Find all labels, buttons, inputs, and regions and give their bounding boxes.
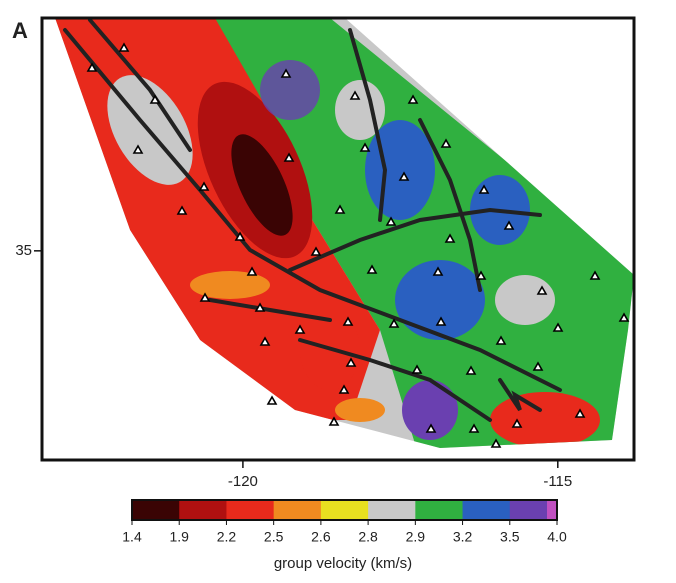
panel-label: A	[12, 18, 28, 43]
x-tick-label: -115	[543, 473, 572, 490]
colorbar-segment	[273, 500, 322, 520]
colorbar-end	[547, 500, 557, 520]
colorbar-tick-label: 2.5	[264, 529, 284, 545]
colorbar-segment	[320, 500, 369, 520]
colorbar-segment	[368, 500, 416, 520]
colorbar-segment	[132, 500, 180, 520]
colorbar-segment	[179, 500, 227, 520]
colorbar-segment	[462, 500, 511, 520]
map-frame	[40, 16, 636, 462]
stations	[86, 42, 630, 448]
colorbar-tick-label: 1.4	[122, 529, 142, 545]
colorbar-tick-label: 2.8	[358, 529, 378, 545]
colorbar-tick-label: 2.2	[217, 529, 237, 545]
colorbar-segment	[509, 500, 558, 520]
colorbar-segment	[415, 500, 464, 520]
colorbar-frame	[131, 499, 558, 521]
colorbar-tick-label: 4.0	[547, 529, 567, 545]
y-tick-label: 35	[15, 242, 32, 259]
colorbar-segment	[226, 500, 275, 520]
velocity-map	[55, 18, 634, 448]
faults	[63, 18, 562, 422]
colorbar-tick-label: 3.2	[453, 529, 473, 545]
colorbar-tick-label: 2.6	[311, 529, 331, 545]
colorbar-tick-label: 1.9	[169, 529, 189, 545]
x-tick-label: -120	[228, 473, 258, 490]
colorbar-tick-label: 3.5	[500, 529, 520, 545]
colorbar-title: group velocity (km/s)	[274, 555, 412, 572]
colorbar-tick-label: 2.9	[406, 529, 426, 545]
